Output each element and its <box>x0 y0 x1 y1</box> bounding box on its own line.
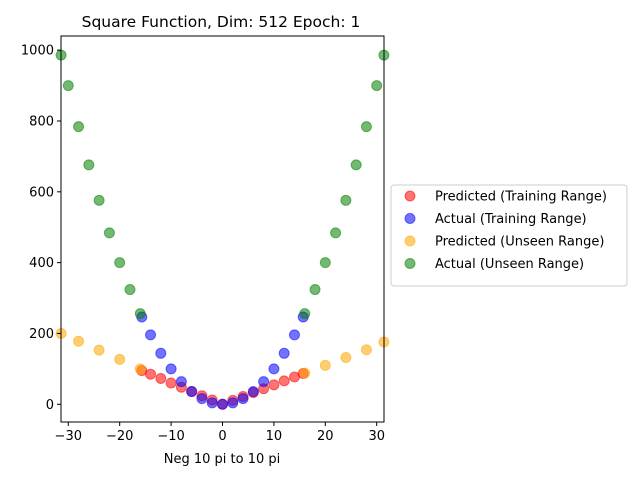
data-point <box>155 372 167 384</box>
data-point <box>360 121 372 133</box>
x-tick-label: −20 <box>106 429 133 444</box>
data-point <box>145 329 157 341</box>
data-point <box>319 359 331 371</box>
x-tick-label: 30 <box>368 429 385 444</box>
legend: Predicted (Training Range) Actual (Traini… <box>390 184 628 287</box>
y-axis: 0 200 400 600 800 1000 <box>21 44 61 413</box>
legend-marker <box>404 258 416 269</box>
x-tick-label: 10 <box>266 429 283 444</box>
data-point <box>103 227 115 239</box>
legend-marker <box>404 213 416 224</box>
data-point <box>155 347 167 359</box>
data-point <box>278 347 290 359</box>
data-point <box>371 80 383 92</box>
data-point <box>206 397 218 409</box>
x-tick-label: −10 <box>157 429 184 444</box>
data-point <box>227 397 239 409</box>
x-tick-label: 0 <box>218 429 226 444</box>
legend-label: Actual (Training Range) <box>435 212 587 227</box>
legend-frame <box>390 184 628 287</box>
data-point <box>340 352 352 364</box>
data-point <box>73 335 85 347</box>
data-point <box>268 363 280 375</box>
legend-label: Actual (Unseen Range) <box>435 257 584 272</box>
data-point <box>165 377 177 389</box>
data-point <box>114 353 126 365</box>
x-axis: −30 −20 −10 0 10 20 30 <box>55 422 385 444</box>
legend-marker <box>404 235 416 247</box>
data-point <box>134 363 146 375</box>
data-point <box>124 284 136 296</box>
chart-title: Square Function, Dim: 512 Epoch: 1 <box>82 13 361 31</box>
data-point <box>340 194 352 206</box>
data-point <box>62 80 74 92</box>
data-point <box>237 393 249 405</box>
data-point <box>175 376 187 388</box>
data-point <box>360 344 372 356</box>
x-tick-label: 20 <box>317 429 334 444</box>
legend-label: Predicted (Training Range) <box>435 190 607 205</box>
data-point <box>330 227 342 239</box>
y-tick-label: 800 <box>29 114 54 129</box>
y-tick-label: 600 <box>29 185 54 200</box>
data-point <box>217 398 228 410</box>
data-point <box>278 375 290 387</box>
data-point <box>258 376 270 388</box>
data-point <box>350 159 362 171</box>
data-point <box>93 344 105 356</box>
data-point <box>309 284 321 296</box>
legend-label: Predicted (Unseen Range) <box>435 235 604 250</box>
data-point <box>196 393 208 405</box>
data-point <box>165 363 177 375</box>
data-point <box>319 257 331 269</box>
data-point <box>73 121 85 133</box>
x-tick-label: −30 <box>55 429 82 444</box>
data-point <box>93 194 105 206</box>
series-2 <box>55 327 390 379</box>
y-tick-label: 1000 <box>21 44 54 59</box>
data-point <box>299 367 311 379</box>
data-point <box>83 159 95 171</box>
y-tick-label: 200 <box>29 327 54 342</box>
data-point <box>134 308 146 320</box>
data-point <box>268 379 280 391</box>
x-axis-label: Neg 10 pi to 10 pi <box>164 452 281 467</box>
y-tick-label: 400 <box>29 256 54 271</box>
data-point <box>288 329 300 341</box>
data-point <box>145 368 157 380</box>
data-point <box>247 386 259 398</box>
data-point <box>114 257 126 269</box>
legend-marker <box>404 190 416 202</box>
y-tick-label: 0 <box>46 398 54 413</box>
data-point <box>299 308 311 320</box>
data-point <box>186 386 198 398</box>
